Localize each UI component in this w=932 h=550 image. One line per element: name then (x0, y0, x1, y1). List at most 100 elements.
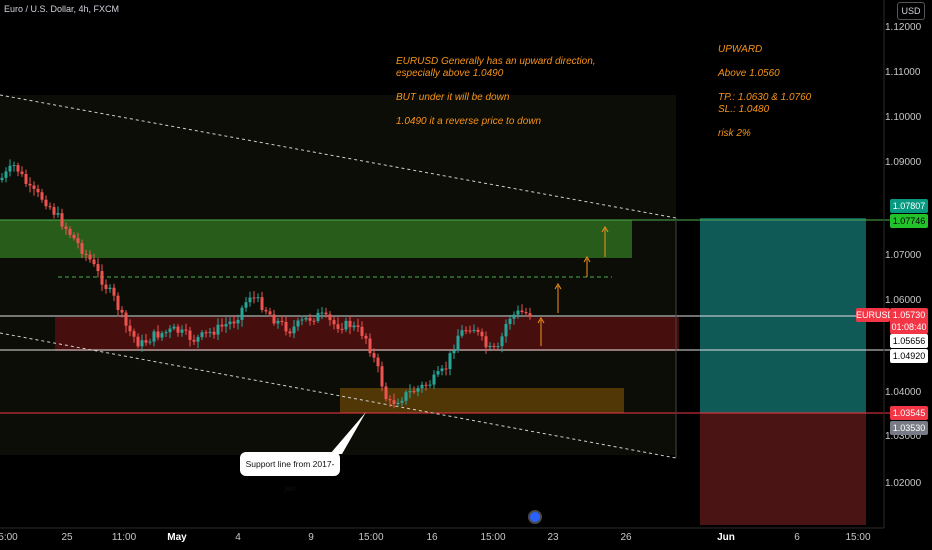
candle-body (116, 295, 120, 310)
candle-body (448, 353, 452, 370)
candle-body (412, 391, 416, 393)
time-tick: 15:00 (480, 532, 506, 543)
candle-body (264, 309, 268, 312)
candle-body (40, 192, 44, 200)
candle-body (324, 312, 328, 315)
candle-body (508, 318, 512, 325)
price-tick: 1.07000 (885, 250, 922, 261)
candle-body (232, 321, 236, 324)
candle-body (224, 324, 228, 327)
candle-body (296, 320, 300, 327)
candle-body (76, 238, 80, 244)
tp-lower-tag: 1.07746 (890, 214, 928, 228)
current-price-tag: 1.05730 01:08:40 (890, 308, 928, 334)
candle-body (496, 346, 500, 348)
candle-body (476, 329, 480, 332)
currency-button[interactable]: USD (897, 2, 925, 20)
candle-body (284, 321, 288, 332)
symbol-tag: EURUSD (856, 308, 895, 322)
candle-body (84, 253, 88, 255)
candle-body (456, 335, 460, 351)
price-tick: 1.06000 (885, 295, 922, 306)
candle-body (172, 326, 176, 329)
green-demand-zone (0, 220, 632, 258)
candle-body (300, 319, 304, 321)
price-tick: 1.04000 (885, 387, 922, 398)
time-tick: 15:00 (845, 532, 871, 543)
candle-body (492, 345, 496, 347)
candle-body (392, 400, 396, 405)
candle-body (464, 330, 468, 332)
candle-body (92, 259, 96, 265)
candle-body (136, 336, 140, 347)
candle-body (184, 329, 188, 331)
time-tick: 16 (426, 532, 438, 543)
candle-body (152, 331, 156, 342)
candle-body (36, 188, 40, 193)
candle-body (32, 185, 36, 189)
candle-body (20, 171, 24, 175)
candle-body (112, 287, 116, 296)
candle-body (528, 313, 532, 317)
candle-body (404, 392, 408, 401)
candle-body (460, 330, 464, 336)
candle-body (248, 297, 252, 303)
candle-body (292, 326, 296, 334)
price-tick: 1.09000 (885, 157, 922, 168)
candle-body (80, 243, 84, 254)
candle-body (512, 314, 516, 319)
candle-body (408, 391, 412, 393)
candle-body (216, 324, 220, 335)
candle-body (176, 326, 180, 333)
candle-body (276, 320, 280, 324)
candle-body (236, 319, 240, 324)
candle-body (24, 174, 28, 184)
channel-lower (0, 332, 677, 459)
candle-body (484, 336, 488, 348)
candle-body (48, 206, 52, 208)
candle-body (164, 332, 168, 334)
candle-body (204, 332, 208, 334)
candle-body (192, 339, 196, 342)
time-tick: 11:00 (111, 532, 137, 543)
candle-body (500, 336, 504, 347)
time-tick: 9 (308, 532, 314, 543)
candle-body (376, 357, 380, 367)
orange-support-zone (340, 388, 624, 413)
candle-body (436, 371, 440, 375)
candle-body (256, 297, 260, 299)
candle-body (68, 229, 72, 235)
candle-body (260, 297, 264, 310)
time-tick: 26 (620, 532, 632, 543)
candle-body (240, 307, 244, 320)
candle-body (56, 213, 60, 215)
price-tick: 1.03000 (885, 431, 922, 442)
candle-body (88, 254, 92, 260)
candle-body (360, 326, 364, 336)
candle-body (96, 264, 100, 272)
candle-body (304, 317, 308, 320)
price-tick: 1.11000 (885, 67, 921, 78)
candle-body (452, 350, 456, 354)
candle-body (72, 234, 76, 239)
candle-body (524, 312, 528, 314)
level-b-tag: 1.04920 (890, 349, 928, 363)
candle-body (4, 171, 8, 178)
time-tick: 6 (794, 532, 800, 543)
candle-body (220, 324, 224, 327)
candle-body (52, 207, 56, 215)
price-tick: 1.12000 (885, 22, 922, 33)
candle-body (356, 325, 360, 327)
price-tick: 1.10000 (885, 112, 922, 123)
candle-body (396, 402, 400, 405)
candle-body (140, 340, 144, 347)
candle-body (344, 320, 348, 330)
candle-body (60, 213, 64, 227)
tradingview-logo-icon[interactable] (528, 510, 542, 524)
red-sell-zone (55, 317, 679, 351)
candle-body (384, 386, 388, 400)
candle-body (124, 312, 128, 326)
callout-pointer (330, 412, 366, 454)
candle-body (64, 226, 68, 230)
